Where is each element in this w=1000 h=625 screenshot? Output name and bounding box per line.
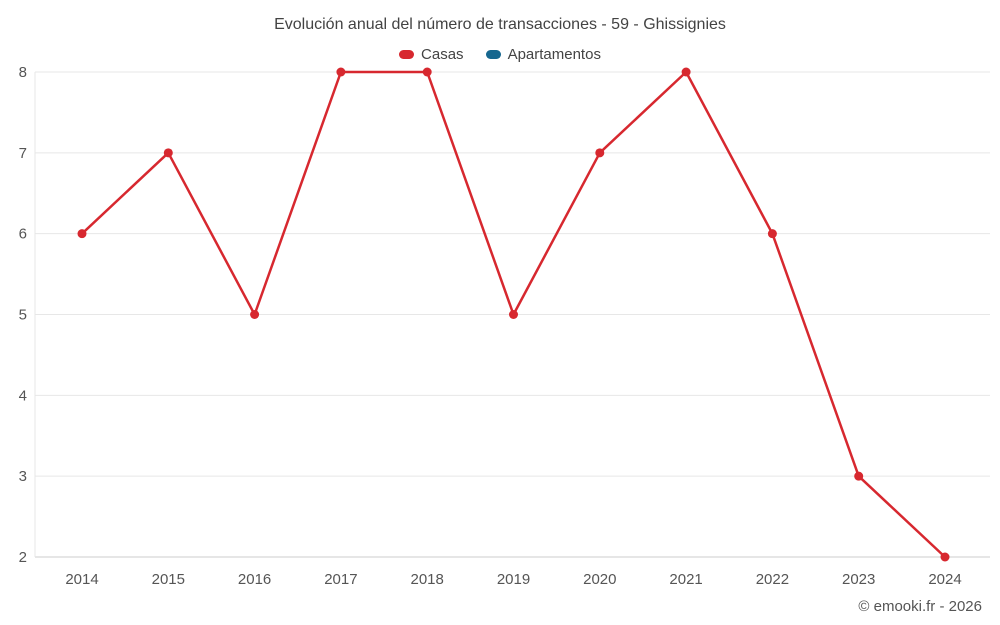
legend-label-apartamentos: Apartamentos (507, 46, 601, 63)
data-point-marker (595, 148, 605, 158)
data-point-marker (854, 471, 864, 481)
y-axis-tick-label: 6 (19, 226, 27, 243)
x-axis-tick-label: 2019 (497, 571, 530, 588)
y-axis-tick-label: 3 (19, 468, 27, 485)
x-axis-tick-label: 2023 (842, 571, 875, 588)
x-axis-tick-label: 2024 (928, 571, 961, 588)
x-axis-tick-label: 2020 (583, 571, 616, 588)
data-point-marker (509, 310, 518, 319)
x-axis-tick-label: 2018 (411, 571, 444, 588)
data-point-marker (767, 229, 777, 239)
y-axis-tick-label: 2 (19, 549, 27, 566)
y-axis-tick-label: 8 (19, 64, 27, 81)
legend-swatch-casas-icon (399, 50, 415, 59)
legend-item-apartamentos[interactable]: Apartamentos (485, 46, 601, 63)
data-point-marker (77, 229, 87, 239)
chart-title: Evolución anual del número de transaccio… (274, 16, 726, 33)
y-axis-tick-label: 7 (19, 145, 27, 162)
x-axis-tick-label: 2015 (152, 571, 185, 588)
x-axis-tick-label: 2017 (324, 571, 357, 588)
legend-label-casas: Casas (421, 46, 464, 63)
data-point-marker (681, 67, 691, 77)
x-axis-tick-label: 2014 (65, 571, 98, 588)
legend-swatch-apartamentos-icon (485, 50, 501, 59)
copyright-text: © emooki.fr - 2026 (858, 598, 982, 615)
y-axis-tick-label: 5 (19, 307, 27, 324)
data-point-marker (163, 148, 173, 158)
data-point-marker (422, 67, 432, 77)
legend-item-casas[interactable]: Casas (399, 46, 464, 63)
x-axis-tick-label: 2016 (238, 571, 271, 588)
x-axis-tick-label: 2021 (669, 571, 702, 588)
data-point-marker (250, 310, 260, 319)
chart-legend: Casas Apartamentos (0, 46, 1000, 63)
x-axis-tick-label: 2022 (756, 571, 789, 588)
data-point-marker (940, 552, 950, 562)
y-axis-tick-label: 4 (19, 387, 27, 404)
data-point-marker (336, 67, 346, 77)
